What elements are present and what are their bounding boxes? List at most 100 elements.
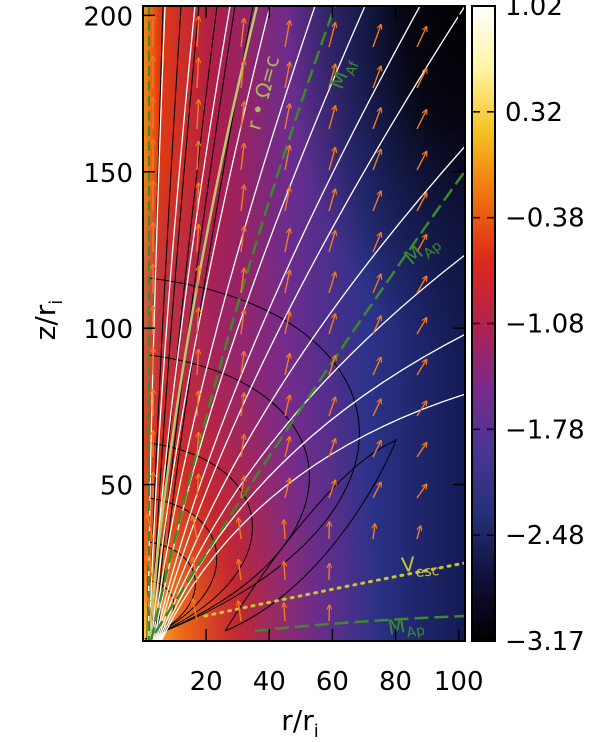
y-tick-label: 50 <box>100 472 133 502</box>
velocity-vector <box>328 231 335 253</box>
field-line <box>158 254 465 641</box>
velocity-vector <box>328 64 335 89</box>
velocity-vector <box>416 484 427 499</box>
x-tick-label: 60 <box>316 667 349 697</box>
velocity-vector <box>240 310 244 335</box>
velocity-vector <box>284 62 290 89</box>
density-contour <box>144 277 360 640</box>
velocity-vector <box>416 235 427 253</box>
velocity-vector <box>238 559 242 581</box>
y-axis-title: z/ri <box>29 300 67 341</box>
colorbar-tick-label: −2.48 <box>505 521 585 551</box>
velocity-vector <box>284 395 290 417</box>
velocity-vector <box>416 276 427 294</box>
field-line <box>153 6 366 641</box>
velocity-vector <box>284 229 290 253</box>
velocity-vector <box>328 23 335 48</box>
velocity-vector <box>147 597 154 622</box>
field-line <box>148 6 196 641</box>
velocity-vector <box>416 318 427 335</box>
velocity-vector <box>372 357 381 376</box>
velocity-vector <box>197 391 199 417</box>
velocity-vector <box>240 268 244 294</box>
curve-annotation: Vesc <box>400 550 440 582</box>
velocity-vector <box>284 104 290 130</box>
velocity-vector <box>284 603 285 622</box>
velocity-vector <box>240 102 244 130</box>
velocity-vector <box>416 526 421 540</box>
velocity-vector <box>416 151 427 171</box>
velocity-vector <box>328 314 335 335</box>
x-axis-ticks: 20 40 60 80 100 <box>190 6 484 697</box>
velocity-vector <box>284 312 290 335</box>
velocity-vector <box>328 480 335 499</box>
escape-speed-curve <box>203 561 465 618</box>
velocity-vector <box>328 397 335 417</box>
velocity-vector <box>373 524 375 540</box>
velocity-vector <box>328 189 335 212</box>
velocity-vector <box>197 141 199 171</box>
velocity-vector <box>284 187 290 212</box>
velocity-vector <box>416 27 427 48</box>
velocity-vector <box>193 516 198 540</box>
velocity-vector <box>328 439 335 458</box>
velocity-vector <box>328 106 335 130</box>
velocity-vector <box>240 393 244 417</box>
velocity-vector <box>284 437 290 458</box>
velocity-vector <box>372 399 381 417</box>
velocity-vector <box>197 58 199 89</box>
colorbar-tick-label: −3.17 <box>505 627 585 657</box>
velocity-vector <box>284 520 285 540</box>
light-cylinder-line <box>147 6 259 641</box>
colorbar-ticks: 1.02 0.32 −0.38 −1.08 −1.78 −2.48 −3.17 <box>472 0 585 657</box>
field-line <box>156 145 465 641</box>
colorbar-tick-label: −1.78 <box>505 415 585 445</box>
velocity-vector <box>372 274 381 294</box>
velocity-vector <box>197 266 199 294</box>
velocity-vector <box>284 478 290 499</box>
velocity-vector <box>240 351 244 376</box>
plot-frame <box>142 5 466 642</box>
velocity-vector <box>240 227 244 253</box>
velocity-vector <box>328 272 335 294</box>
colorbar-tick-label: 1.02 <box>505 0 563 22</box>
velocity-vector <box>240 476 244 499</box>
velocity-vector <box>197 308 199 335</box>
velocity-vector <box>197 100 199 130</box>
velocity-vector <box>372 441 381 458</box>
velocity-vector <box>328 355 335 376</box>
field-line <box>155 6 465 641</box>
y-tick-label: 100 <box>83 315 133 345</box>
density-contour <box>224 438 397 632</box>
velocity-vector <box>193 557 198 581</box>
velocity-vector <box>240 60 244 89</box>
velocity-vector <box>284 353 290 376</box>
velocity-vector <box>416 359 427 376</box>
velocity-vector <box>372 149 381 171</box>
velocity-vector <box>416 401 427 417</box>
velocity-vector <box>240 19 244 48</box>
velocity-vector <box>197 349 199 376</box>
velocity-vector <box>372 316 381 335</box>
velocity-vector <box>416 443 427 458</box>
field-line <box>159 333 465 641</box>
field-line <box>160 393 465 641</box>
alfven-surface <box>149 6 337 641</box>
velocity-vector <box>147 514 154 540</box>
velocity-vector <box>372 482 381 499</box>
velocity-vector <box>416 193 427 212</box>
velocity-vector <box>372 233 381 253</box>
velocity-vector <box>372 108 381 130</box>
velocity-vector <box>238 518 242 540</box>
velocity-vector <box>197 225 199 253</box>
colorbar-tick-label: 0.32 <box>505 98 563 128</box>
velocity-vector <box>197 474 199 499</box>
field-line <box>150 6 271 641</box>
y-axis-ticks: 50 100 150 200 <box>83 2 465 502</box>
velocity-vector <box>372 191 381 212</box>
velocity-vector <box>238 601 242 622</box>
x-axis-title: r/ri <box>281 704 318 742</box>
curve-annotation: MAp <box>386 610 426 645</box>
velocity-vector <box>240 435 244 458</box>
